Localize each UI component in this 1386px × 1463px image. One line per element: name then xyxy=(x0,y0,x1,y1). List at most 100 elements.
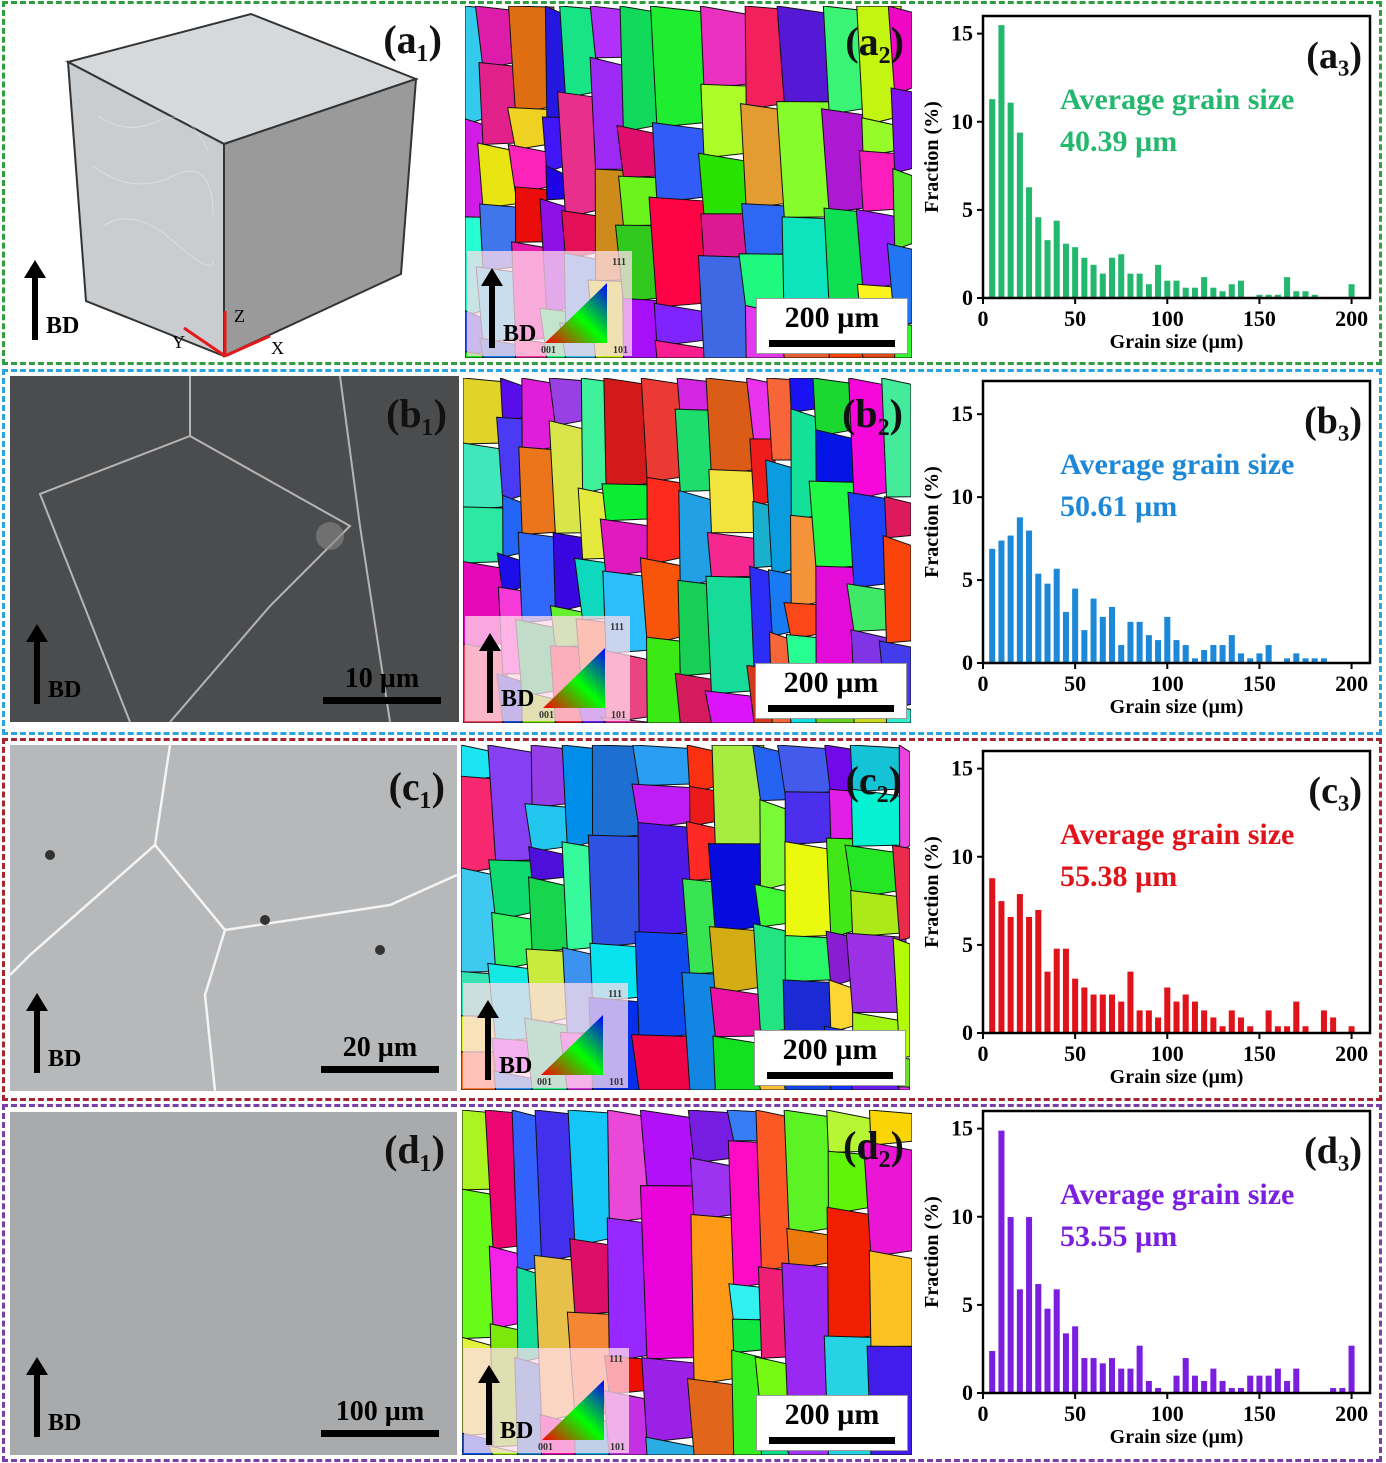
panel-label-d2: (d₂) xyxy=(843,1123,904,1168)
grain xyxy=(731,1349,765,1455)
histogram-bar xyxy=(1209,287,1217,299)
x-tick-label: 50 xyxy=(1064,306,1086,331)
x-tick-label: 100 xyxy=(1151,306,1184,331)
grain xyxy=(712,1035,764,1090)
panel-label: (a₃) xyxy=(1306,35,1362,77)
ipf-triangle xyxy=(543,648,605,708)
histogram-bar xyxy=(1043,239,1052,299)
y-tick-label: 0 xyxy=(962,1020,973,1045)
histogram-chart: 0 50 100 150 200 0 5 10 15 Grain size (µm) Fractio… xyxy=(921,14,1372,353)
ipf-label-001: 001 xyxy=(538,1442,553,1453)
grain xyxy=(815,429,855,488)
panel-label-b2: (b₂) xyxy=(842,391,903,436)
ipf-triangle xyxy=(541,1015,603,1075)
histogram-bar xyxy=(1053,948,1061,1034)
grain xyxy=(686,1378,741,1455)
bd-label: BD xyxy=(48,677,82,703)
ipf-label-101: 101 xyxy=(610,1442,625,1453)
ipf-color-key: 111 001 101 BD xyxy=(464,1348,629,1453)
histogram-bar xyxy=(1200,276,1208,299)
histogram-bar xyxy=(997,24,1006,299)
histogram-bar xyxy=(1163,986,1171,1034)
histogram-bar xyxy=(1172,1375,1181,1394)
y-tick-label: 0 xyxy=(962,285,973,310)
y-tick-label: 10 xyxy=(951,1204,973,1229)
panel-label-a1: (a₁) xyxy=(383,17,442,62)
y-axis-label: Fraction (%) xyxy=(921,101,943,213)
histogram-bar xyxy=(1182,287,1190,299)
histogram-bar xyxy=(1025,1216,1033,1394)
grain xyxy=(690,1214,738,1386)
grain xyxy=(826,1206,873,1344)
histogram-bar xyxy=(1209,1368,1217,1394)
histogram-bar xyxy=(1163,280,1171,299)
histogram-bar xyxy=(1200,1380,1208,1394)
grain xyxy=(892,937,910,1059)
average-grain-size-value: 53.55 µm xyxy=(1060,1220,1177,1253)
build-direction-arrow: BD xyxy=(26,624,96,704)
panel-c1-sem: BD 20 µm (c₁) xyxy=(10,745,457,1091)
histogram-bar xyxy=(997,539,1006,664)
histogram-bar xyxy=(1172,639,1181,664)
histogram-bar xyxy=(1255,1375,1264,1394)
panel-label-d1: (d₁) xyxy=(384,1127,445,1172)
ipf-label-101: 101 xyxy=(611,710,626,721)
histogram-bar xyxy=(1292,652,1300,664)
y-tick-label: 15 xyxy=(951,756,973,781)
grain xyxy=(850,889,903,938)
scale-bar-label: 100 µm xyxy=(335,1396,425,1427)
y-tick-label: 0 xyxy=(962,650,973,675)
histogram-bar xyxy=(1108,1357,1116,1394)
bd-label: BD xyxy=(500,1418,534,1444)
histogram-a3: 0 50 100 150 200 0 5 10 15 Grain size (µm) Fractio… xyxy=(920,10,1380,362)
ipf-color-key: 111 001 101 BD xyxy=(465,616,630,721)
y-tick-label: 5 xyxy=(962,197,973,222)
histogram-bar xyxy=(997,1130,1006,1394)
build-direction-arrow: BD xyxy=(26,1357,96,1437)
histogram-bar xyxy=(1053,1288,1061,1394)
x-tick-label: 100 xyxy=(1151,1401,1184,1426)
sem-micrograph xyxy=(38,376,391,722)
histogram-bar xyxy=(1191,1375,1199,1394)
histogram-bar xyxy=(1007,916,1015,1034)
panel-label-c2: (c₂) xyxy=(845,758,902,803)
sem-micrograph xyxy=(10,745,457,1091)
histogram-bar xyxy=(1108,257,1116,299)
panel-d1-sem: BD 100 µm (d₁) xyxy=(10,1112,457,1455)
histogram-bar xyxy=(1025,529,1033,664)
scale-bar-label: 10 µm xyxy=(344,663,420,694)
panel-label: (b₃) xyxy=(1304,400,1362,442)
histogram-bar xyxy=(1320,1009,1328,1034)
x-tick-label: 50 xyxy=(1064,1041,1086,1066)
histogram-bar xyxy=(1283,276,1291,299)
histogram-bar xyxy=(1228,283,1236,299)
histogram-bar xyxy=(1172,1000,1181,1034)
average-grain-size-value: 55.38 µm xyxy=(1060,860,1177,893)
histogram-bar xyxy=(1237,280,1245,299)
histogram-chart: 0 50 100 150 200 0 5 10 15 Grain size (µm) Fractio… xyxy=(921,379,1372,718)
y-tick-label: 10 xyxy=(951,844,973,869)
row-a-border xyxy=(2,1,1382,365)
histogram-bar xyxy=(1191,287,1199,299)
histogram-bar xyxy=(1126,621,1135,664)
axis-x-label: X xyxy=(271,338,284,358)
histogram-bar xyxy=(1071,246,1079,299)
grain xyxy=(784,841,832,938)
histogram-bar xyxy=(1265,1375,1273,1394)
histogram-bar xyxy=(1265,1009,1273,1034)
histogram-bar xyxy=(1016,1288,1024,1394)
histogram-bar xyxy=(1347,1345,1356,1394)
histogram-bar xyxy=(1145,283,1153,299)
histogram-bar xyxy=(1043,971,1052,1034)
histogram-bar xyxy=(1209,1016,1217,1034)
histogram-bar xyxy=(1126,273,1135,299)
histogram-bar xyxy=(1108,993,1116,1034)
histogram-bar xyxy=(1228,1009,1236,1034)
bd-label: BD xyxy=(46,313,80,339)
grain xyxy=(630,1034,699,1090)
scale-bar-label: 200 µm xyxy=(784,301,880,334)
scale-bar-label: 200 µm xyxy=(783,666,879,699)
grain xyxy=(887,6,912,96)
x-tick-label: 100 xyxy=(1151,1041,1184,1066)
build-direction-arrow: BD xyxy=(24,260,94,340)
